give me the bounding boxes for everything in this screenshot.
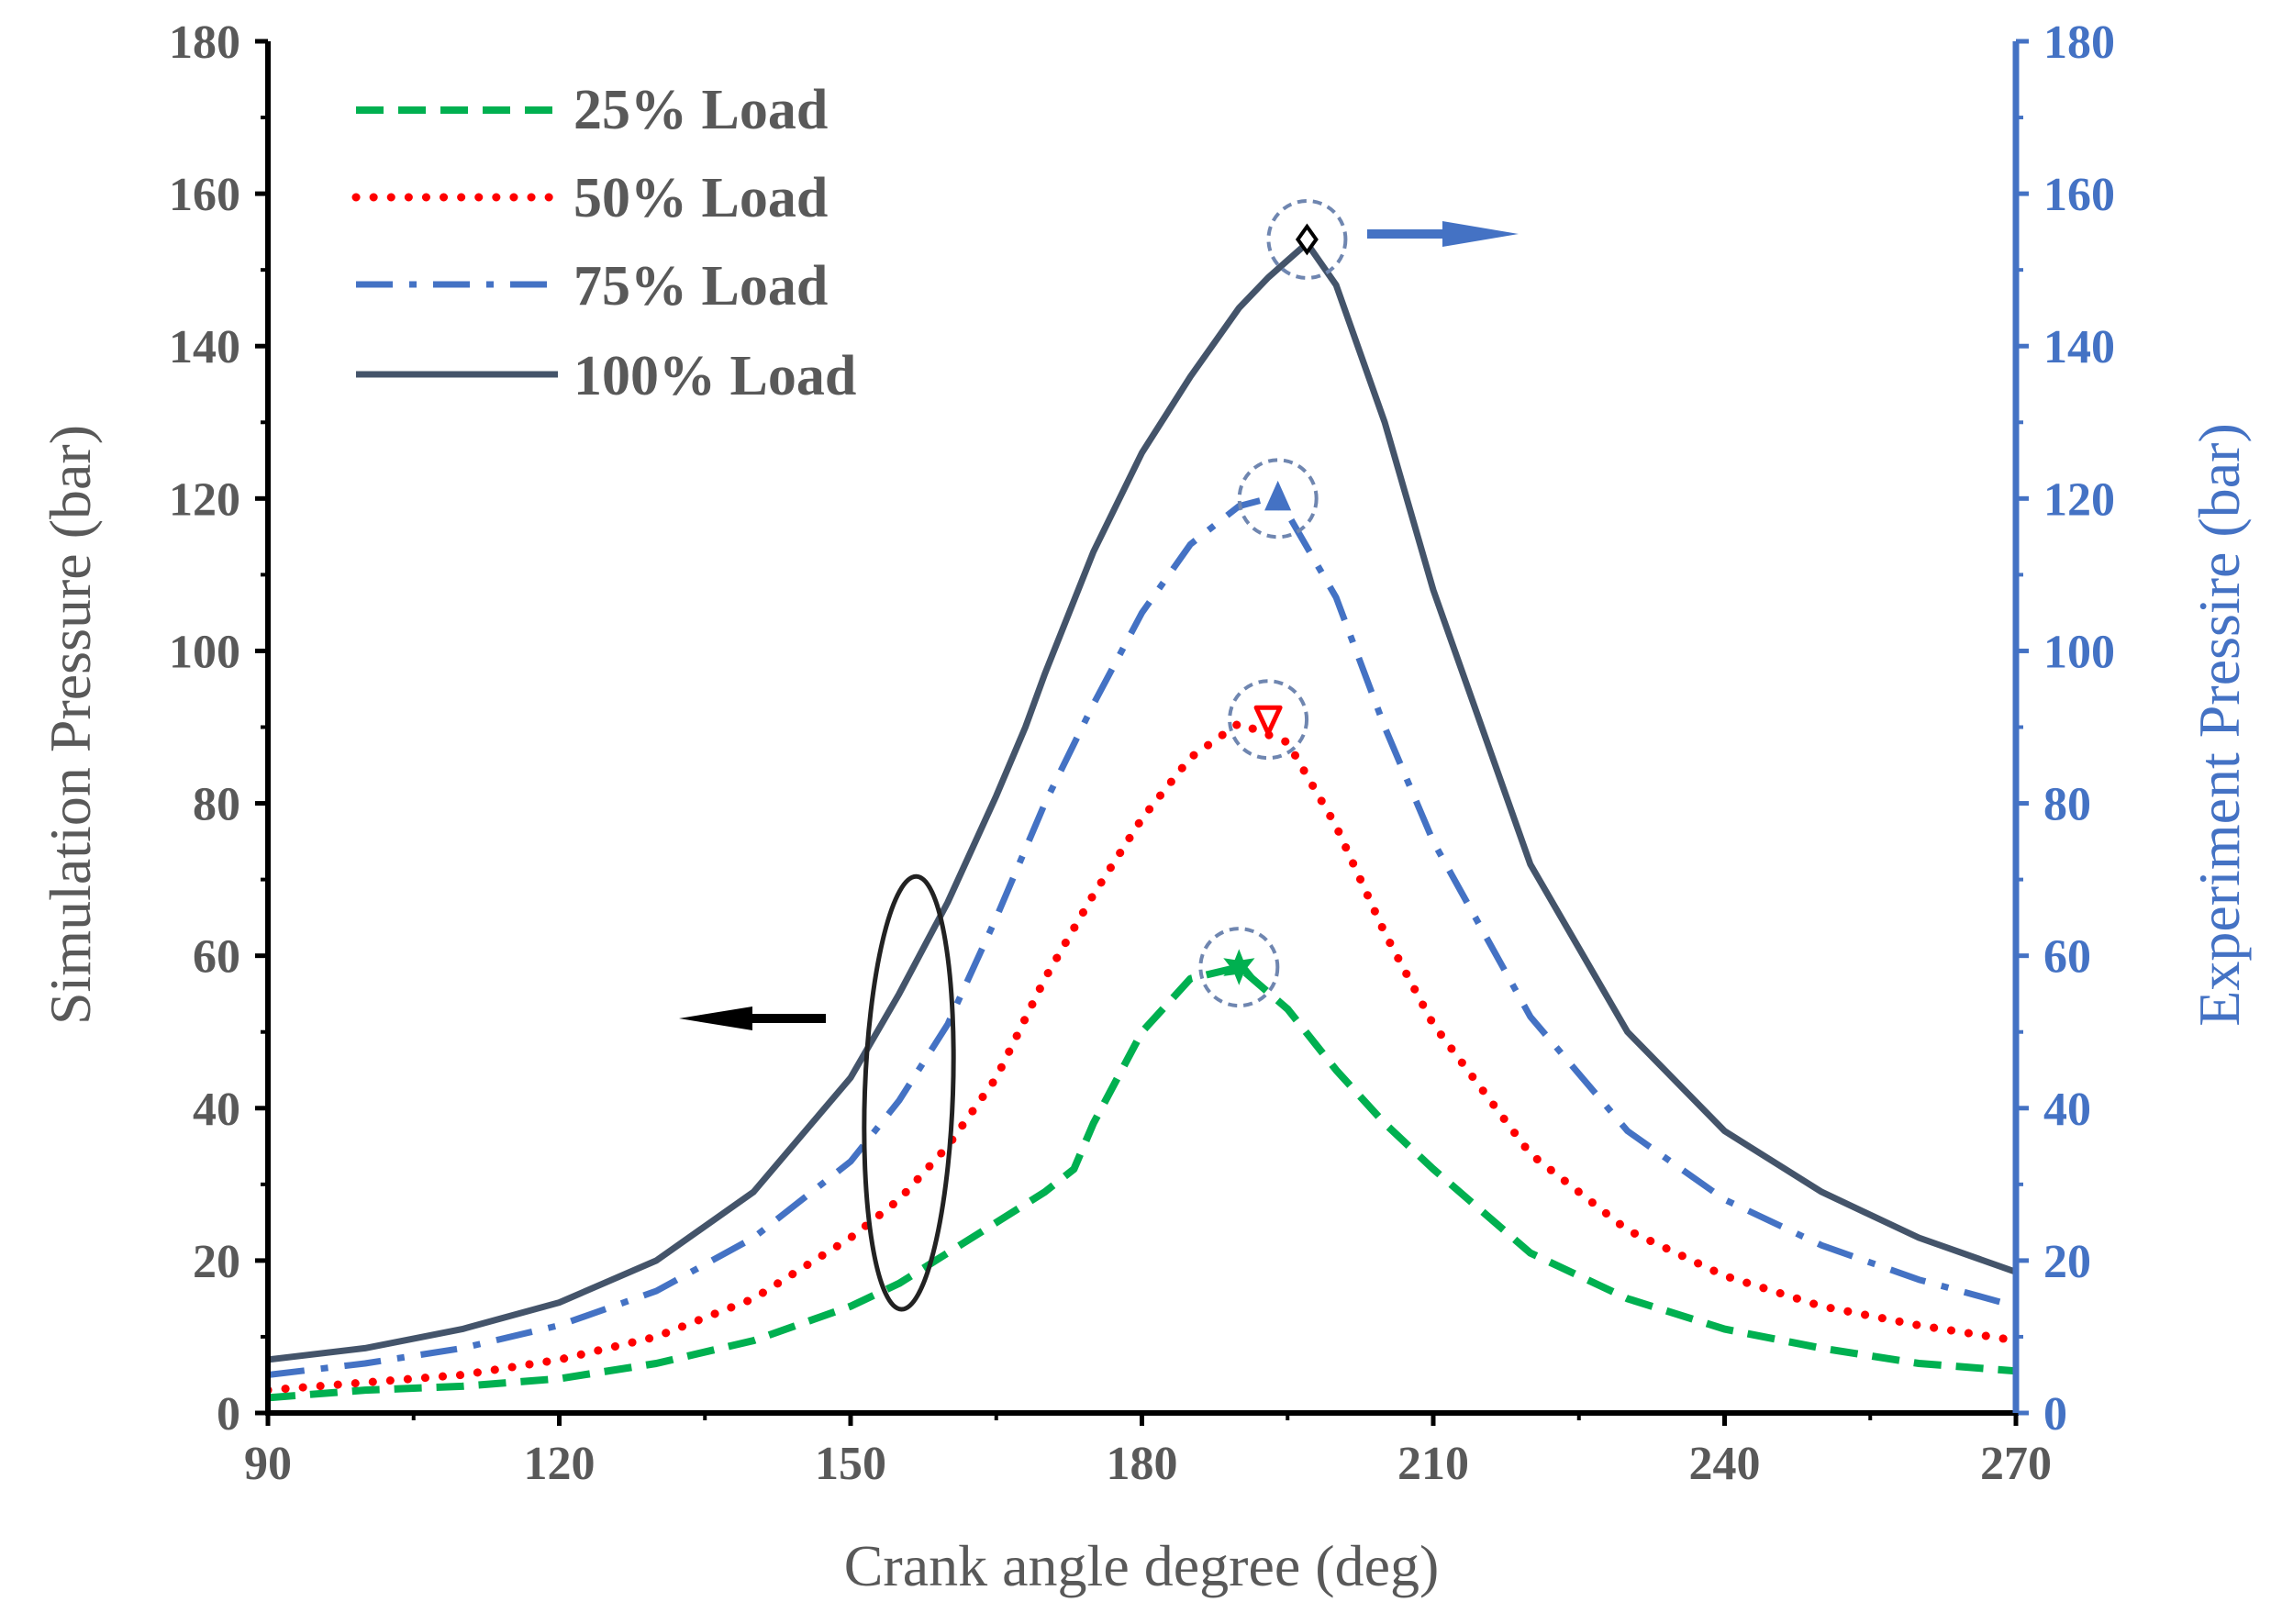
y-tick-label-right-80: 80 <box>2043 779 2091 831</box>
y-axis-title-left: Simulation Pressure (bar) <box>38 425 103 1025</box>
left-axis-arrow-head <box>679 1007 752 1030</box>
legend-label-25: 25% Load <box>573 79 828 141</box>
x-tick-label-240: 240 <box>1689 1438 1761 1490</box>
x-tick-label-120: 120 <box>524 1438 596 1490</box>
y-tick-label-right-20: 20 <box>2043 1236 2091 1288</box>
x-tick-label-210: 210 <box>1397 1438 1469 1490</box>
y-tick-label-left-140: 140 <box>169 321 240 373</box>
y-tick-label-left-0: 0 <box>217 1388 240 1440</box>
legend: 25% Load 50% Load 75% Load 100% Load <box>351 79 856 407</box>
y-tick-label-left-20: 20 <box>193 1236 240 1288</box>
series-line-75-load <box>268 495 2016 1378</box>
highlight-circle-75-load <box>1237 458 1319 539</box>
experiment-point-75-load <box>1264 480 1292 511</box>
y-tick-label-right-100: 100 <box>2043 626 2115 678</box>
series-line-100-load <box>268 239 2016 1363</box>
highlight-circle-100-load <box>1266 198 1348 280</box>
highlight-circle-50-load <box>1228 679 1309 761</box>
y-tick-label-right-180: 180 <box>2043 17 2115 69</box>
y-tick-label-right-140: 140 <box>2043 321 2115 373</box>
y-tick-label-left-100: 100 <box>169 626 240 678</box>
y-tick-label-left-60: 60 <box>193 931 240 984</box>
y-tick-label-right-60: 60 <box>2043 931 2091 984</box>
experiment-point-100-load <box>1295 223 1319 256</box>
x-axis-title: Crank angle degree (deg) <box>844 1533 1440 1598</box>
x-tick-label-270: 270 <box>1980 1438 2052 1490</box>
y-tick-label-left-80: 80 <box>193 779 240 831</box>
highlight-circle-25-load <box>1198 927 1280 1008</box>
y-tick-label-right-160: 160 <box>2043 169 2115 221</box>
legend-label-100: 100% Load <box>573 345 856 407</box>
x-tick-label-90: 90 <box>244 1438 292 1490</box>
series-line-50-load <box>268 718 2016 1395</box>
legend-label-50: 50% Load <box>573 167 828 229</box>
series-line-25-load <box>268 963 2016 1402</box>
legend-label-75: 75% Load <box>573 255 828 317</box>
y-tick-label-left-120: 120 <box>169 473 240 526</box>
x-tick-label-180: 180 <box>1107 1438 1178 1490</box>
y-tick-label-left-40: 40 <box>193 1084 240 1136</box>
y-tick-label-left-160: 160 <box>169 169 240 221</box>
y-tick-label-right-40: 40 <box>2043 1084 2091 1136</box>
x-tick-label-150: 150 <box>815 1438 886 1490</box>
y-tick-label-left-180: 180 <box>169 17 240 69</box>
right-axis-arrow-head <box>1442 221 1519 247</box>
highlight-ellipse <box>862 873 956 1312</box>
y-tick-label-right-120: 120 <box>2043 473 2115 526</box>
y-tick-label-right-0: 0 <box>2043 1388 2067 1440</box>
y-axis-title-right: Experiment Pressire (bar) <box>2187 423 2252 1027</box>
experiment-point-50-load <box>1253 705 1283 736</box>
experiment-point-25-load <box>1223 949 1255 985</box>
